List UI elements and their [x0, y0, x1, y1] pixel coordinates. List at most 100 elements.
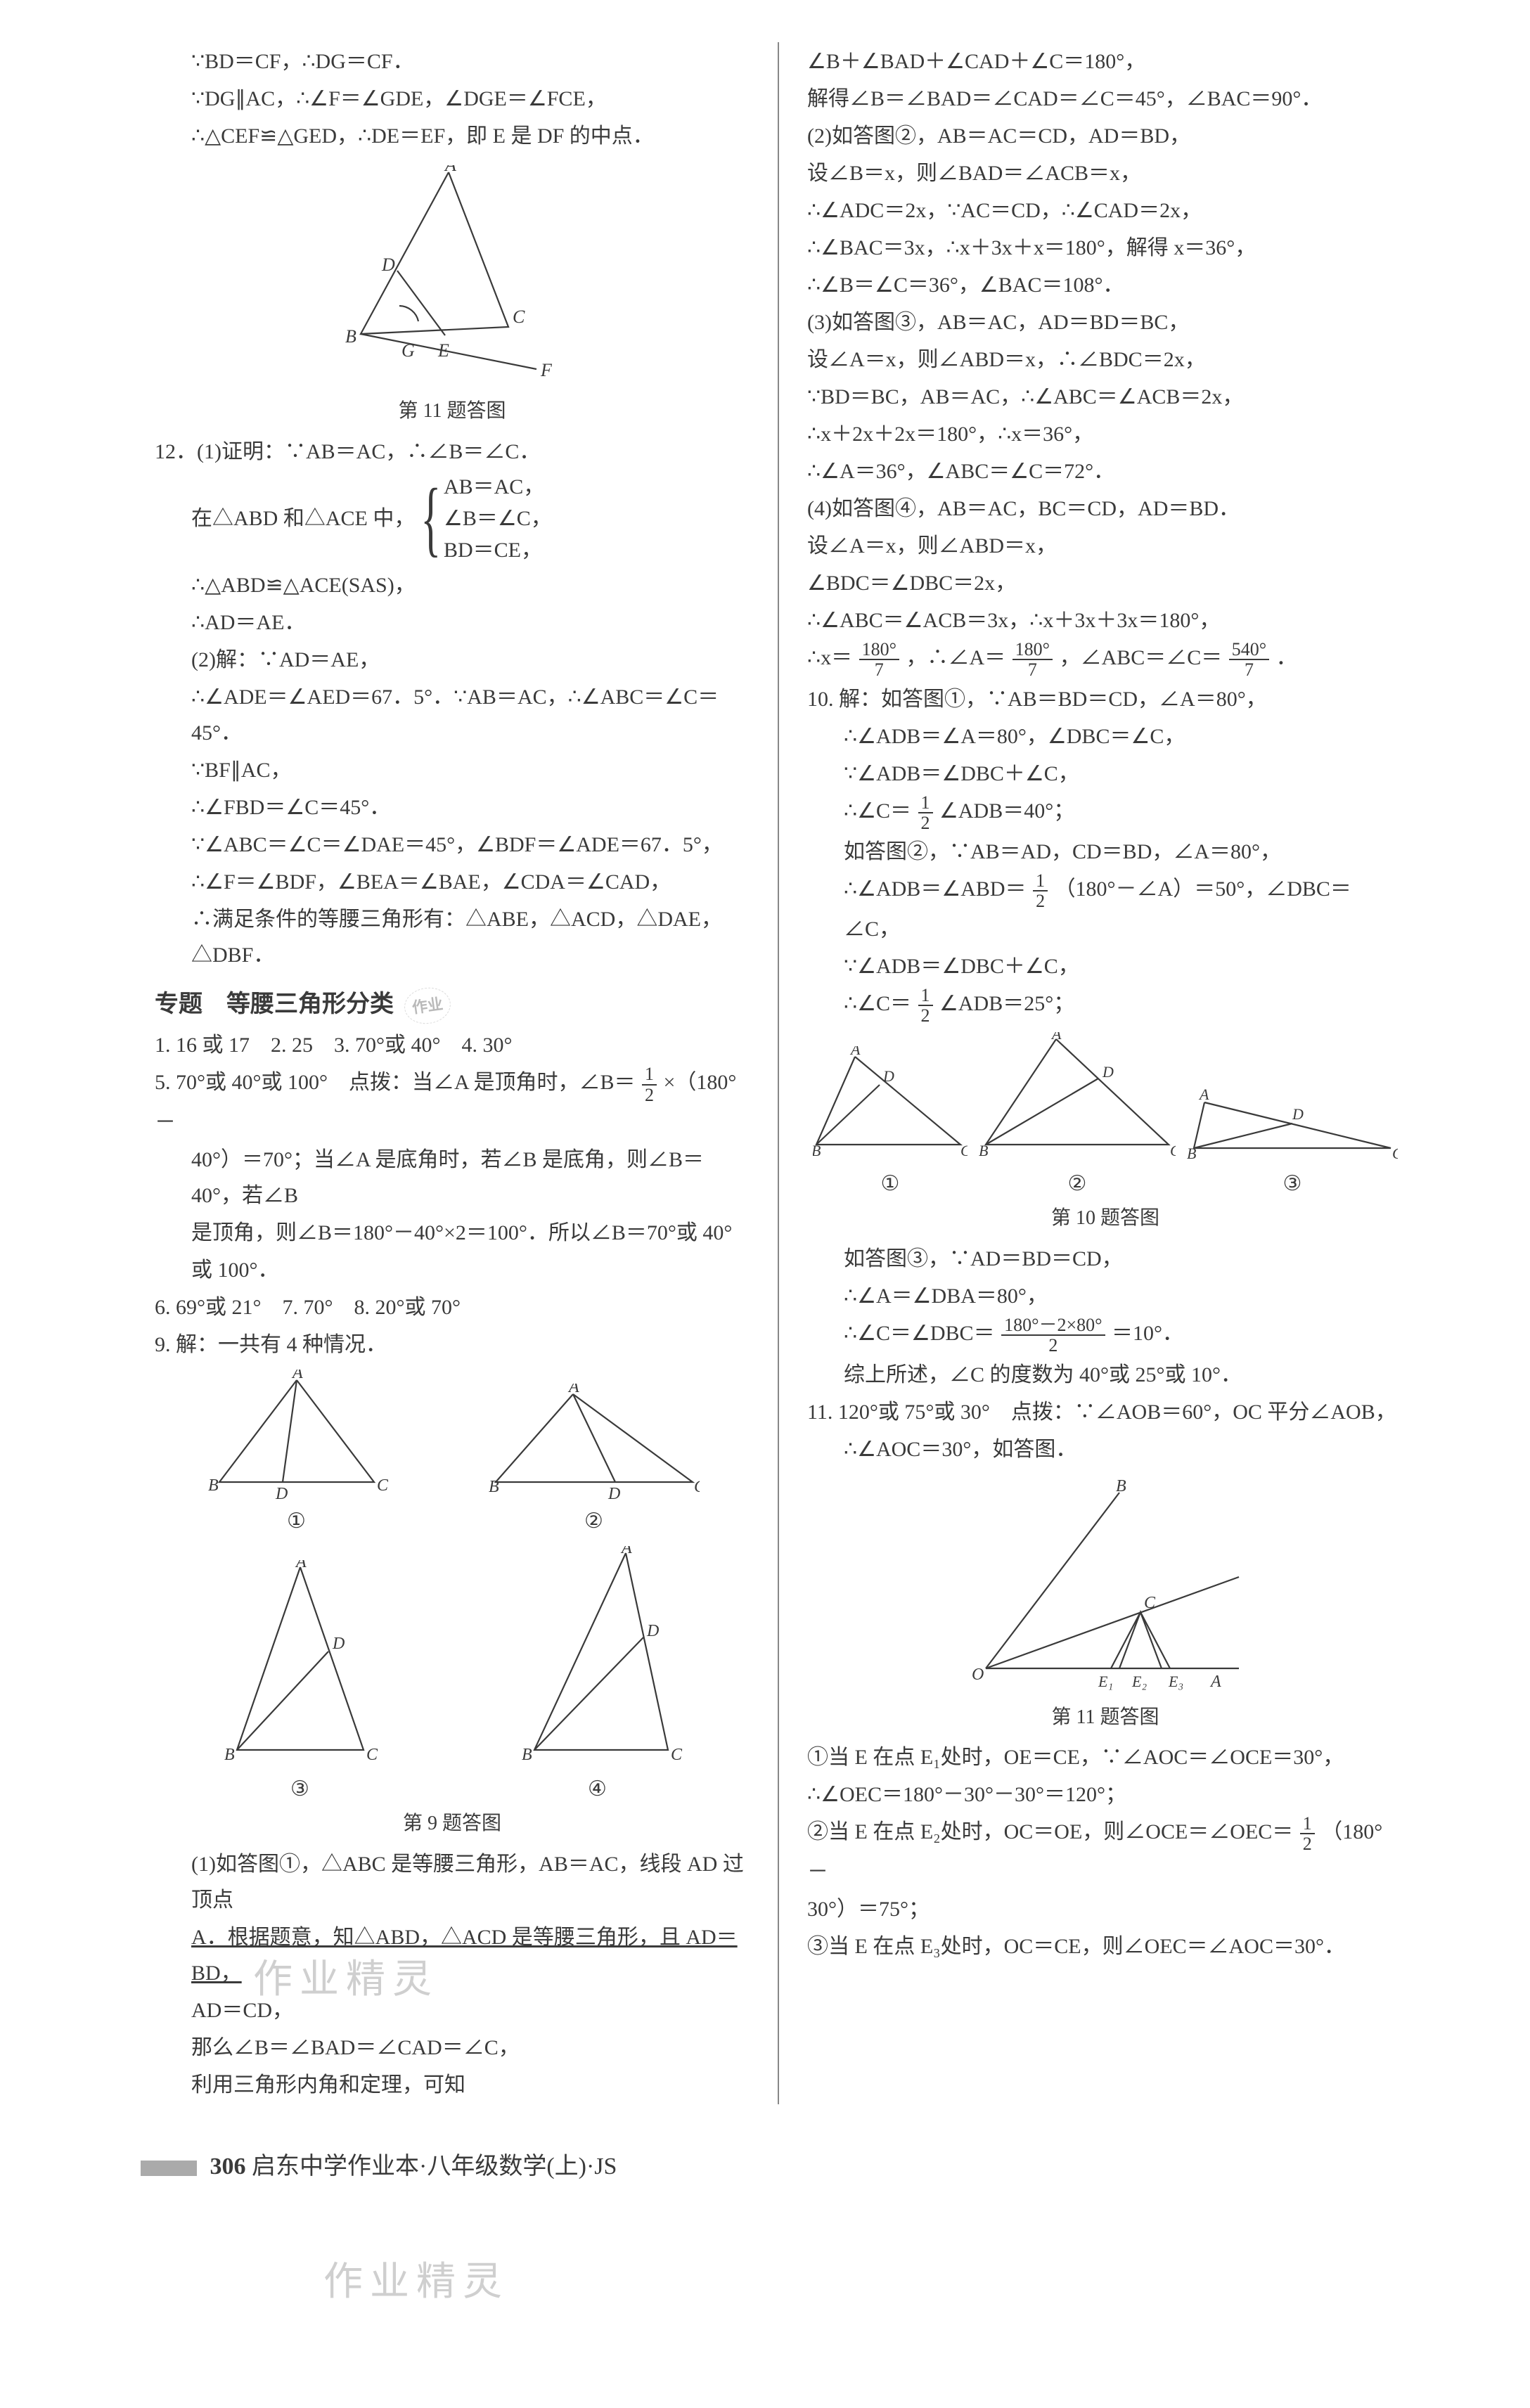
svg-text:O: O — [972, 1666, 984, 1684]
svg-text:B: B — [979, 1142, 988, 1159]
svg-text:A: A — [849, 1046, 861, 1058]
text-line: ②当 E 在点 E₂处时，OC＝OE，则∠OCE＝∠OEC＝ 12 （180°－ — [807, 1814, 1403, 1890]
left-column: ∵BD＝CF，∴DG＝CF． ∵DG∥AC，∴∠F＝∠GDE，∠DGE＝∠FCE… — [141, 42, 779, 2104]
text-line: 40°）＝70°；当∠A 是底角时，若∠B 是底角，则∠B＝40°，若∠B — [155, 1142, 750, 1213]
svg-text:A: A — [295, 1560, 307, 1571]
figure-item: A B C D ② — [489, 1384, 700, 1539]
figure-row: A B C D ① A B C D ② — [155, 1370, 750, 1539]
text-line: ∴∠A＝∠DBA＝80°， — [807, 1278, 1403, 1314]
svg-text:B: B — [208, 1476, 219, 1495]
page-footer: 306 启东中学作业本·八年级数学(上)·JS — [141, 2146, 1418, 2181]
text-fragment: ∴∠C＝ — [844, 799, 911, 823]
section-title: 专题 等腰三角形分类 作业 — [155, 984, 750, 1025]
text-line: 如答图③，∵AD＝BD＝CD， — [807, 1241, 1403, 1277]
figure-item: A B C D ③ — [1187, 1081, 1398, 1202]
figure-row: A B C D ③ A B C D ④ — [155, 1546, 750, 1807]
fraction: 12 — [917, 986, 934, 1026]
svg-text:C: C — [1392, 1145, 1398, 1162]
svg-text:C: C — [960, 1142, 968, 1159]
text-fragment: ＝10°． — [1112, 1322, 1183, 1345]
brace-content: AB＝AC， ∠B＝∠C， BD＝CE， — [444, 471, 552, 566]
fraction-num: 1 — [1033, 871, 1048, 891]
fraction: 12 — [917, 793, 934, 833]
svg-text:B: B — [522, 1746, 532, 1764]
fraction-den: 7 — [1012, 660, 1053, 679]
watermark: 作业精灵 — [323, 2250, 509, 2307]
svg-text:D: D — [882, 1067, 894, 1085]
fraction-num: 540° — [1229, 640, 1269, 660]
circled-number: ① — [881, 1166, 900, 1202]
figure-caption: 第 11 题答图 — [807, 1701, 1403, 1734]
brace-item: AB＝AC， — [444, 475, 544, 498]
text-fragment: ∠ADB＝40°； — [939, 799, 1074, 823]
fraction-den: 2 — [918, 1006, 933, 1025]
text-line: ∴满足条件的等腰三角形有：△ABE，△ACD，△DAE，△DBF． — [155, 901, 750, 973]
answers-row: 1. 16 或 17 2. 25 3. 70°或 40° 4. 30° — [155, 1027, 750, 1063]
text-line: AD＝CD， — [155, 1992, 750, 2028]
fraction-num: 180°－2×80° — [1001, 1315, 1105, 1336]
text-fragment: ∠ADB＝25°； — [939, 992, 1074, 1015]
svg-text:B: B — [489, 1478, 499, 1496]
brace-item: ∠B＝∠C， — [444, 507, 552, 530]
right-column: ∠B＋∠BAD＋∠CAD＋∠C＝180°， 解得∠B＝∠BAD＝∠CAD＝∠C＝… — [779, 42, 1418, 2104]
svg-text:A: A — [1198, 1086, 1209, 1103]
text-fragment: ∴∠ADB＝∠ABD＝ — [844, 877, 1027, 901]
text-line: ∴△CEF≌△GED，∴DE＝EF，即 E 是 DF 的中点． — [155, 118, 750, 154]
fraction-num: 1 — [918, 793, 933, 813]
figure-item: A B C D ④ — [506, 1546, 689, 1807]
triangle-icon: A B C D — [813, 1046, 968, 1166]
svg-text:C: C — [1144, 1594, 1156, 1612]
text-fragment: 在△ABD 和△ACE 中， — [191, 501, 415, 536]
svg-text:B: B — [1187, 1145, 1196, 1162]
text-line: ①当 E 在点 E₁处时，OE＝CE，∵∠AOC＝∠OCE＝30°， — [807, 1739, 1403, 1775]
svg-text:G: G — [401, 340, 415, 361]
text-line: ∴∠FBD＝∠C＝45°． — [155, 790, 750, 825]
text-line: ∵BF∥AC， — [155, 752, 750, 788]
svg-text:B: B — [813, 1142, 821, 1159]
text-line: 利用三角形内角和定理，可知 — [155, 2067, 750, 2103]
svg-text:D: D — [275, 1485, 288, 1503]
svg-text:D: D — [608, 1485, 620, 1503]
text-line: ∵∠ADB＝∠DBC＋∠C， — [807, 948, 1403, 984]
svg-text:B: B — [345, 326, 356, 347]
text-fragment: ∴x＝ — [807, 646, 852, 669]
left-brace-icon: { — [420, 487, 441, 550]
fraction: 540°7 — [1228, 640, 1271, 680]
text-line: 设∠A＝x，则∠ABD＝x，∴∠BDC＝2x， — [807, 342, 1403, 378]
triangle-diagram-icon: A B C D E F G — [333, 165, 572, 390]
fraction-den: 2 — [1033, 891, 1048, 910]
text-line: ∠BDC＝∠DBC＝2x， — [807, 565, 1403, 601]
triangle-icon: A B C D — [506, 1546, 689, 1771]
text-line: ∴∠ADC＝2x，∵AC＝CD，∴∠CAD＝2x， — [807, 193, 1403, 228]
circled-number: ③ — [1283, 1166, 1302, 1202]
text-line: 设∠A＝x，则∠ABD＝x， — [807, 528, 1403, 564]
svg-text:E: E — [437, 340, 449, 361]
fraction-num: 180° — [859, 640, 899, 660]
svg-text:C: C — [1170, 1142, 1176, 1159]
text-line: ∵DG∥AC，∴∠F＝∠GDE，∠DGE＝∠FCE， — [155, 81, 750, 117]
svg-text:D: D — [332, 1635, 345, 1653]
text-line: ∴∠ADB＝∠ABD＝ 12 （180°－∠A）＝50°，∠DBC＝∠C， — [807, 871, 1403, 947]
q10-head: 10. 解：如答图①，∵AB＝BD＝CD，∠A＝80°， — [807, 681, 1403, 717]
svg-text:A: A — [1209, 1673, 1221, 1691]
svg-text:C: C — [513, 307, 525, 327]
text-line: 综上所述，∠C 的度数为 40°或 25°或 10°． — [807, 1357, 1403, 1393]
svg-text:D: D — [1102, 1063, 1114, 1081]
triangle-icon: A B C D — [489, 1384, 700, 1503]
figure-caption: 第 10 题答图 — [807, 1202, 1403, 1235]
fraction-den: 2 — [918, 813, 933, 832]
text-fragment: ∴∠C＝∠DBC＝ — [844, 1322, 995, 1345]
fraction: 1 2 — [641, 1064, 658, 1105]
text-fragment: ②当 E 在点 E₂处时，OC＝OE，则∠OCE＝∠OEC＝ — [807, 1820, 1293, 1843]
title-text: 专题 等腰三角形分类 — [155, 991, 394, 1017]
stamp-icon: 作业 — [401, 985, 453, 1027]
fraction-den: 2 — [1001, 1336, 1105, 1355]
text-line: ∴x＋2x＋2x＝180°，∴x＝36°， — [807, 416, 1403, 452]
fraction-num: 1 — [1300, 1814, 1315, 1834]
triangle-icon: A B C D — [979, 1032, 1176, 1166]
fraction-num: 1 — [918, 986, 933, 1006]
svg-text:C: C — [694, 1478, 700, 1496]
text-line: 5. 70°或 40°或 100° 点拨：当∠A 是顶角时，∠B＝ 1 2 ×（… — [155, 1064, 750, 1140]
q11-head: 11. 120°或 75°或 30° 点拨：∵∠AOB＝60°，OC 平分∠AO… — [807, 1394, 1403, 1430]
triangle-icon: A B C D — [205, 1370, 388, 1503]
